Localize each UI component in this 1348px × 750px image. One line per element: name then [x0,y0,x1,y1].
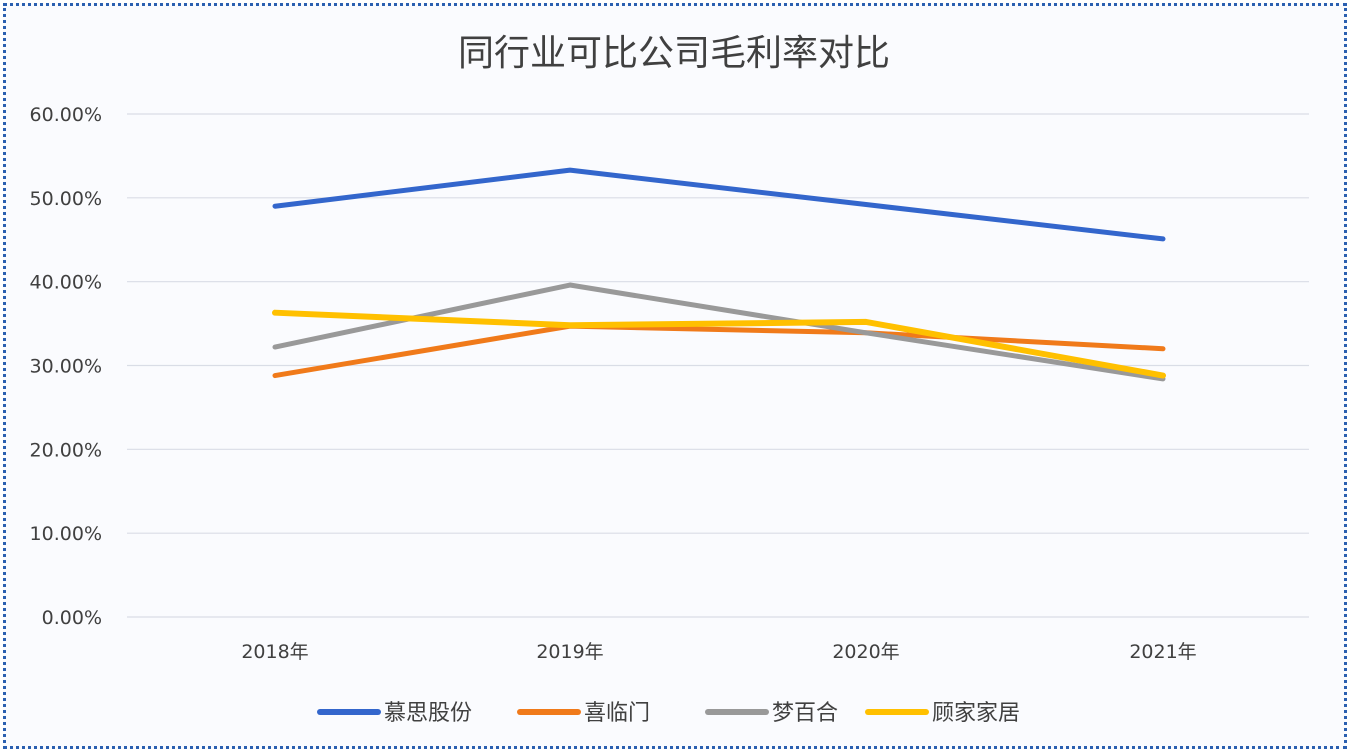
y-tick-label: 30.00% [30,356,102,378]
series-line-1 [272,323,1166,379]
legend-label: 顾家家居 [932,701,1020,726]
x-tick-label: 2021年 [1129,641,1196,663]
chart-frame [3,3,1347,749]
legend-label: 喜临门 [584,701,650,726]
x-tick-label: 2019年 [536,641,603,663]
y-tick-label: 40.00% [30,272,102,294]
x-tick-label: 2020年 [832,641,899,663]
chart-title: 同行业可比公司毛利率对比 [458,33,890,74]
y-tick-label: 10.00% [30,523,102,545]
legend-label: 慕思股份 [384,701,472,726]
y-tick-label: 0.00% [42,607,102,629]
series-line-0 [272,167,1166,242]
y-tick-label: 20.00% [30,439,102,461]
y-tick-label: 50.00% [30,188,102,210]
x-tick-label: 2018年 [241,641,308,663]
series-line-3 [272,309,1166,379]
y-tick-label: 60.00% [30,104,102,126]
legend-label: 梦百合 [772,701,838,726]
